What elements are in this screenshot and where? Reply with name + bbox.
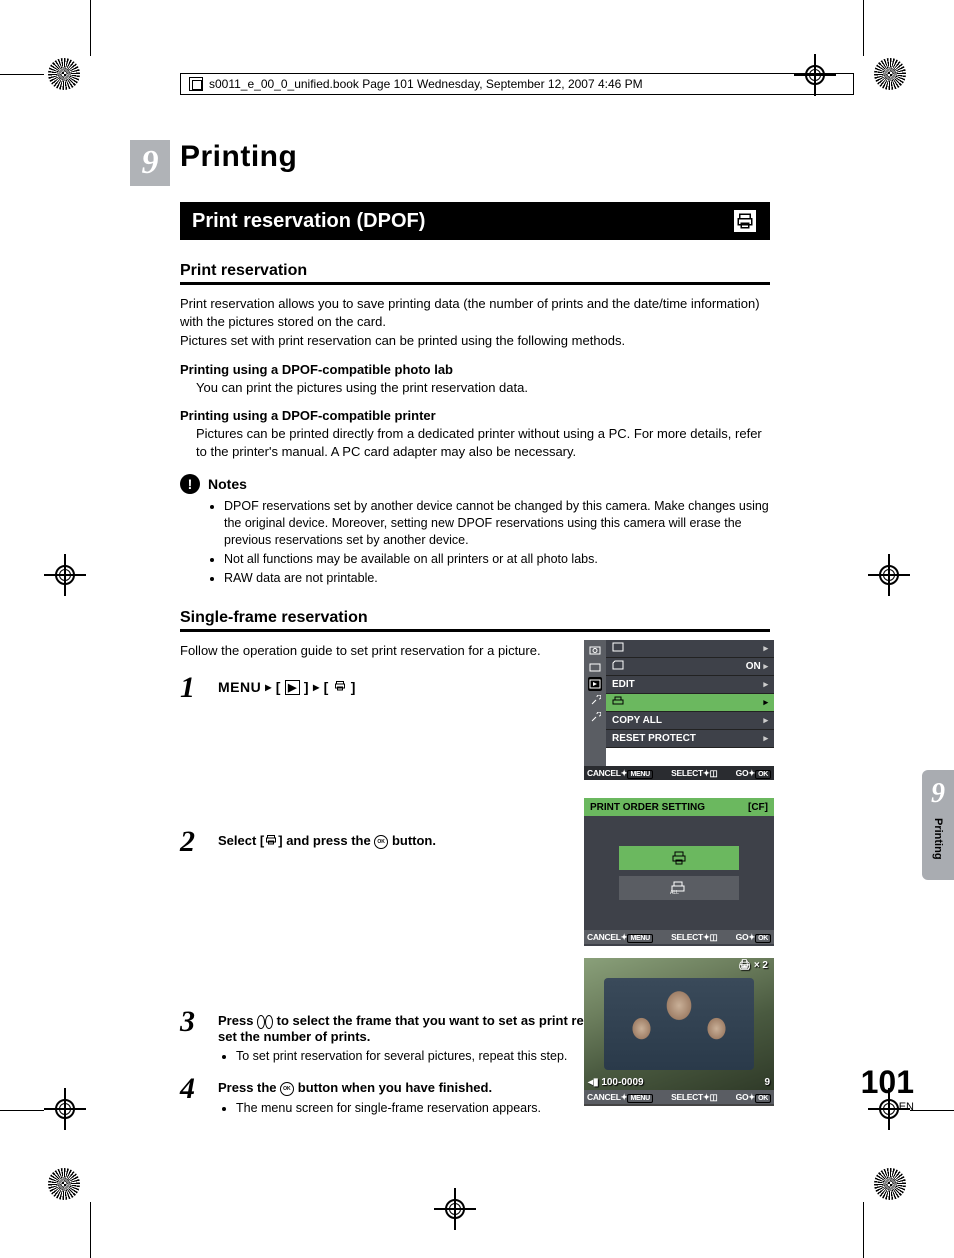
book-icon xyxy=(189,77,203,91)
chapter-title: Printing xyxy=(180,140,770,174)
camera-bottom-bar: CANCEL✦MENU SELECT✦◫ GO✦OK xyxy=(584,766,774,780)
camera-menu-sidebar xyxy=(584,640,606,766)
note-item: RAW data are not printable. xyxy=(224,570,770,587)
side-tab-number: 9 xyxy=(931,778,945,810)
notes-label: Notes xyxy=(208,476,247,492)
menu-label: MENU xyxy=(218,679,261,695)
camera-tab-icon xyxy=(588,643,602,657)
page-number: 101 EN xyxy=(861,1064,914,1113)
note-item: Not all functions may be available on al… xyxy=(224,551,770,568)
crop-line xyxy=(863,0,864,56)
print-all-option: ALL xyxy=(619,876,739,900)
page-lang: EN xyxy=(861,1101,914,1113)
ok-button-icon xyxy=(280,1082,294,1096)
body-text: Pictures set with print reservation can … xyxy=(180,332,770,350)
camera-menu-rows: ▸ ON ▸ EDIT▸ ▸ COPY ALL▸ RESET PROTECT▸ xyxy=(606,640,774,748)
print-order-title: PRINT ORDER SETTING[CF] xyxy=(584,798,774,816)
step-text: Press xyxy=(218,1013,257,1028)
section-bar: Print reservation (DPOF) xyxy=(180,202,770,240)
photo-preview: 🖨 × 2 ◂▮ 100-0009 9 xyxy=(584,958,774,1090)
subheading-print-reservation: Print reservation xyxy=(180,262,770,285)
svg-text:ALL: ALL xyxy=(670,890,679,895)
step-text: ] and press the xyxy=(278,833,374,848)
camera-tab-icon xyxy=(588,660,602,674)
doc-header: s0011_e_00_0_unified.book Page 101 Wedne… xyxy=(180,73,854,95)
frame-number-overlay: ◂▮ 100-0009 9 xyxy=(588,1077,770,1088)
print-icon xyxy=(333,679,347,695)
arrow-icon: ▸ xyxy=(313,680,320,694)
camera-menu-screenshot: ▸ ON ▸ EDIT▸ ▸ COPY ALL▸ RESET PROTECT▸ … xyxy=(584,640,774,780)
step-text: button when you have finished. xyxy=(294,1080,492,1095)
wrench-tab-icon xyxy=(588,711,602,725)
crop-reg-r1 xyxy=(874,560,904,590)
page-content: 9 Printing Print reservation (DPOF) Prin… xyxy=(180,140,770,1116)
page-num-value: 101 xyxy=(861,1064,914,1101)
playback-icon: ▶ xyxy=(285,680,300,695)
crop-sun-tr xyxy=(874,58,906,90)
crop-line xyxy=(90,0,91,56)
playback-tab-icon xyxy=(588,677,602,691)
body-text: Print reservation allows you to save pri… xyxy=(180,295,770,330)
step-text: button. xyxy=(388,833,436,848)
crop-reg-l1 xyxy=(50,560,80,590)
step-text: Press the xyxy=(218,1080,280,1095)
step-number: 2 xyxy=(180,827,204,857)
body-text: You can print the pictures using the pri… xyxy=(196,379,770,397)
menu-row-reset: RESET PROTECT▸ xyxy=(606,730,774,748)
menu-row-copyall: COPY ALL▸ xyxy=(606,712,774,730)
crop-sun-tl xyxy=(48,58,80,90)
crop-sun-br xyxy=(874,1168,906,1200)
bold-label: Printing using a DPOF-compatible photo l… xyxy=(180,362,770,377)
note-item: DPOF reservations set by another device … xyxy=(224,498,770,549)
doc-header-text: s0011_e_00_0_unified.book Page 101 Wedne… xyxy=(209,77,643,91)
wrench-tab-icon xyxy=(588,694,602,708)
menu-row-edit: EDIT▸ xyxy=(606,676,774,694)
frame-preview-screenshot: 🖨 × 2 ◂▮ 100-0009 9 CANCEL✦MENU SELECT✦◫… xyxy=(584,958,774,1106)
bold-label: Printing using a DPOF-compatible printer xyxy=(180,408,770,423)
step-text: Select [ xyxy=(218,833,264,848)
body-text: Pictures can be printed directly from a … xyxy=(196,425,770,460)
section-title: Print reservation (DPOF) xyxy=(192,210,425,233)
print-icon xyxy=(264,834,278,849)
menu-row: ON ▸ xyxy=(606,658,774,676)
arrow-icon: ▸ xyxy=(265,680,272,694)
notes-list: DPOF reservations set by another device … xyxy=(224,498,770,586)
crop-line xyxy=(90,1202,91,1258)
print-order-icon xyxy=(732,208,758,234)
crop-line xyxy=(863,1202,864,1258)
warning-icon: ! xyxy=(180,474,200,494)
menu-row-print-selected: ▸ xyxy=(606,694,774,712)
print-count-overlay: 🖨 × 2 xyxy=(738,960,768,971)
crop-line xyxy=(910,1110,954,1111)
ok-button-icon xyxy=(374,835,388,849)
crop-line xyxy=(0,74,44,75)
menu-row: ▸ xyxy=(606,640,774,658)
crop-sun-bl xyxy=(48,1168,80,1200)
print-order-screenshot: PRINT ORDER SETTING[CF] ALL CANCEL✦MENU … xyxy=(584,798,774,946)
subheading-single-frame: Single-frame reservation xyxy=(180,609,770,632)
notes-heading: ! Notes xyxy=(180,474,770,494)
chapter-badge: 9 xyxy=(130,140,170,186)
step-number: 1 xyxy=(180,673,204,817)
step-number: 4 xyxy=(180,1074,204,1116)
chapter-side-tab: 9 Printing xyxy=(922,770,954,880)
chapter-number: 9 xyxy=(142,144,159,182)
side-tab-label: Printing xyxy=(932,818,944,860)
step-number: 3 xyxy=(180,1007,204,1064)
people-photo xyxy=(604,978,754,1070)
crop-line xyxy=(0,1110,44,1111)
print-single-option xyxy=(619,846,739,870)
crop-reg-bc xyxy=(440,1194,470,1224)
crop-reg-l2 xyxy=(50,1094,80,1124)
left-right-dial-icon xyxy=(257,1015,273,1029)
camera-bottom-bar: CANCEL✦MENU SELECT✦◫ GO✦OK xyxy=(584,930,774,944)
camera-bottom-bar: CANCEL✦MENU SELECT✦◫ GO✦OK xyxy=(584,1090,774,1104)
